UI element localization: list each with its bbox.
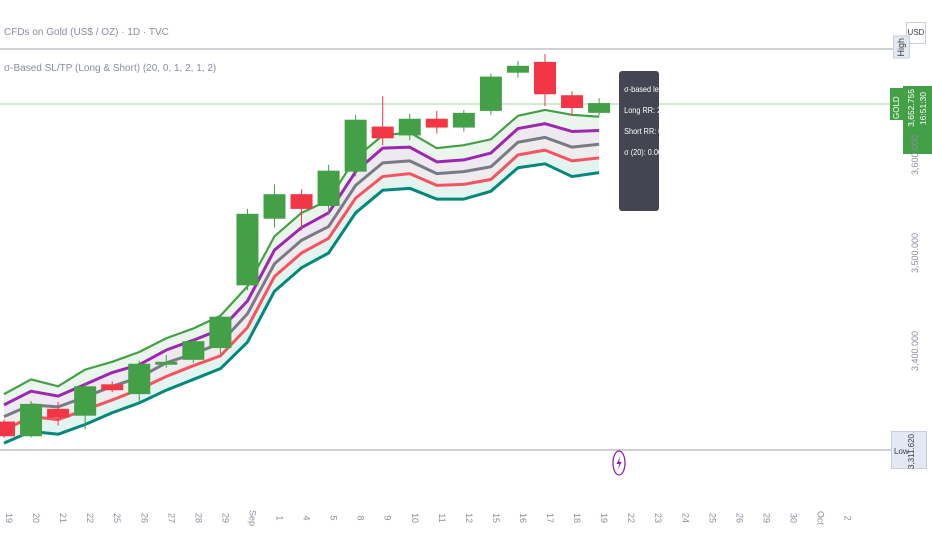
symbol-label: GOLD (890, 88, 903, 120)
x-tick-label: 15 (491, 513, 501, 523)
x-tick-label: 27 (166, 513, 176, 523)
currency-label[interactable]: USD (906, 22, 926, 44)
tooltip-line: Short RR: 0.500 (624, 126, 677, 136)
x-tick-label: 9 (383, 515, 393, 520)
x-tick-label: 22 (85, 513, 95, 523)
x-tick-label: 22 (626, 513, 636, 523)
x-tick-label: Oct (816, 511, 826, 526)
candle-body (479, 76, 502, 111)
x-tick-label: 11 (437, 513, 447, 522)
x-tick-label: 5 (329, 515, 339, 520)
candle-body (128, 363, 151, 395)
candle-body (182, 341, 205, 360)
x-tick-label: 30 (788, 513, 798, 523)
indicator-title[interactable]: σ-Based SL/TP (Long & Short) (20, 0, 1, … (4, 63, 217, 74)
candle-body (20, 403, 43, 437)
x-tick-label: 21 (58, 513, 68, 523)
candle-body (155, 361, 178, 365)
x-tick-label: Sep (247, 510, 257, 526)
candle-body (263, 194, 286, 219)
candle-body (506, 65, 529, 73)
x-tick-label: 8 (356, 515, 366, 520)
band-line-bottom (3, 162, 600, 445)
tooltip-line: σ-based levels (624, 84, 672, 94)
candle-body (371, 126, 394, 139)
last-price-tag: 3,652.755 16:51:30 (903, 86, 932, 154)
x-tick-label: 26 (734, 513, 744, 523)
low-tag: Low 3,311.620 (891, 431, 927, 469)
candle-body (561, 95, 584, 108)
candle-body (74, 386, 97, 416)
candle-body (452, 112, 475, 128)
low-value: 3,311.620 (907, 434, 916, 469)
candle-body (47, 408, 70, 418)
low-label: Low (894, 447, 909, 456)
candle-body (0, 421, 15, 437)
time-axis: 19 20 21 22 25 26 27 28 29 Sep 1 4 5 8 9 10 11 12 15 16 17 18… (4, 510, 853, 526)
candle-body (290, 194, 313, 209)
x-tick-label: 18 (572, 513, 582, 523)
x-tick-label: 26 (139, 513, 149, 523)
tooltip-line: σ (20): 0.007 (624, 147, 667, 157)
y-tick-label: 3,600.000 (910, 135, 920, 176)
last-price-value: 3,652.755 (906, 89, 916, 127)
x-tick-label: 25 (112, 513, 122, 523)
x-tick-label: 16 (518, 513, 528, 523)
x-tick-label: 1 (275, 515, 285, 520)
x-tick-label: 12 (464, 513, 474, 523)
candle-body (209, 316, 232, 349)
high-tag: High (893, 36, 910, 59)
y-tick-label: 3,500.000 (910, 233, 920, 274)
lightning-icon[interactable] (612, 450, 626, 476)
x-tick-label: 17 (545, 513, 555, 523)
x-tick-label: 29 (220, 513, 230, 523)
x-tick-label: 19 (4, 513, 14, 523)
x-tick-label: 23 (653, 513, 663, 523)
y-tick-label: 3,400.000 (910, 331, 920, 372)
x-tick-label: 2 (843, 515, 853, 520)
candle-body (398, 118, 421, 136)
x-tick-label: 4 (302, 515, 312, 520)
x-tick-label: 25 (707, 513, 717, 523)
x-tick-label: 10 (410, 513, 420, 523)
x-tick-label: 29 (761, 513, 771, 523)
band-line-lower (3, 148, 600, 432)
countdown-value: 16:51:30 (918, 92, 928, 126)
x-tick-label: 19 (599, 513, 609, 523)
candle-body (236, 213, 259, 286)
candle-body (588, 103, 611, 113)
chart-title: CFDs on Gold (US$ / OZ) · 1D · TVC (4, 27, 169, 38)
x-tick-label: 24 (680, 513, 690, 523)
tooltip-line: Long RR: 2.000 (624, 105, 676, 115)
candle-body (425, 118, 448, 128)
candle-body (317, 170, 340, 206)
candlesticks (0, 54, 611, 438)
candle-body (101, 384, 124, 391)
candle-body (534, 61, 556, 95)
x-tick-label: 28 (193, 513, 203, 523)
sigma-levels-tooltip: σ-based levels Long RR: 2.000 Short RR: … (619, 71, 677, 211)
candle-body (344, 119, 367, 172)
x-tick-label: 20 (31, 513, 41, 523)
